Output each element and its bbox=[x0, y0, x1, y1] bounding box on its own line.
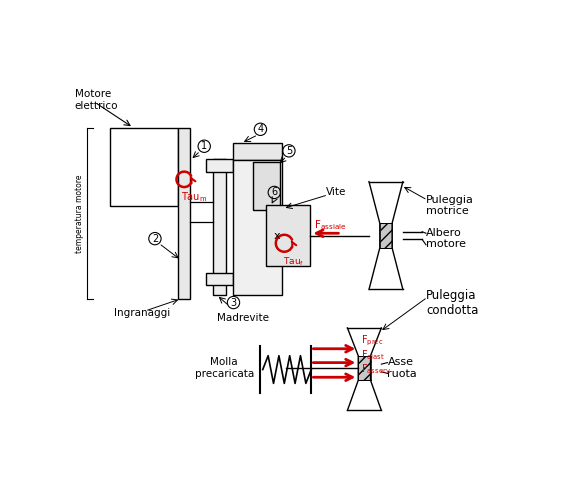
Text: 3: 3 bbox=[230, 298, 236, 308]
Text: Asse
ruota: Asse ruota bbox=[387, 357, 417, 379]
Text: $\mathsf{F_{asserv}}$: $\mathsf{F_{asserv}}$ bbox=[361, 362, 391, 376]
Text: $\mathsf{Tau_f}$: $\mathsf{Tau_f}$ bbox=[283, 256, 304, 268]
Polygon shape bbox=[380, 223, 392, 248]
Text: 2: 2 bbox=[152, 234, 158, 243]
Text: Puleggia
motrice: Puleggia motrice bbox=[426, 194, 474, 216]
Text: x: x bbox=[273, 230, 280, 240]
Bar bbox=[213, 158, 226, 295]
Text: 4: 4 bbox=[257, 124, 263, 134]
Bar bbox=[205, 160, 233, 172]
Bar bbox=[234, 143, 282, 160]
Bar bbox=[178, 128, 190, 298]
Text: Albero
motore: Albero motore bbox=[426, 228, 466, 250]
Text: temperatura motore: temperatura motore bbox=[75, 175, 84, 253]
Text: Puleggia
condotta: Puleggia condotta bbox=[426, 290, 479, 318]
Bar bbox=[253, 162, 280, 210]
Polygon shape bbox=[358, 356, 370, 380]
Text: $\mathsf{Tau_m}$: $\mathsf{Tau_m}$ bbox=[181, 190, 207, 204]
Text: $\mathsf{F_{prec}}$: $\mathsf{F_{prec}}$ bbox=[361, 334, 383, 348]
Text: $\mathsf{F_{assiale}}$: $\mathsf{F_{assiale}}$ bbox=[314, 218, 346, 232]
Text: Molla
precaricata: Molla precaricata bbox=[195, 357, 254, 379]
Bar bbox=[234, 160, 282, 295]
Text: Motore
elettrico: Motore elettrico bbox=[75, 90, 118, 111]
Bar bbox=[266, 205, 310, 266]
Text: Vite: Vite bbox=[326, 188, 346, 198]
Text: $\mathsf{F_{elast}}$: $\mathsf{F_{elast}}$ bbox=[361, 348, 385, 362]
Bar bbox=[110, 128, 178, 206]
Text: 5: 5 bbox=[286, 146, 292, 156]
Text: Madrevite: Madrevite bbox=[217, 312, 269, 322]
Text: 1: 1 bbox=[201, 141, 207, 151]
Bar bbox=[205, 272, 233, 285]
Text: 6: 6 bbox=[271, 188, 278, 198]
Text: Ingranaggi: Ingranaggi bbox=[114, 308, 171, 318]
